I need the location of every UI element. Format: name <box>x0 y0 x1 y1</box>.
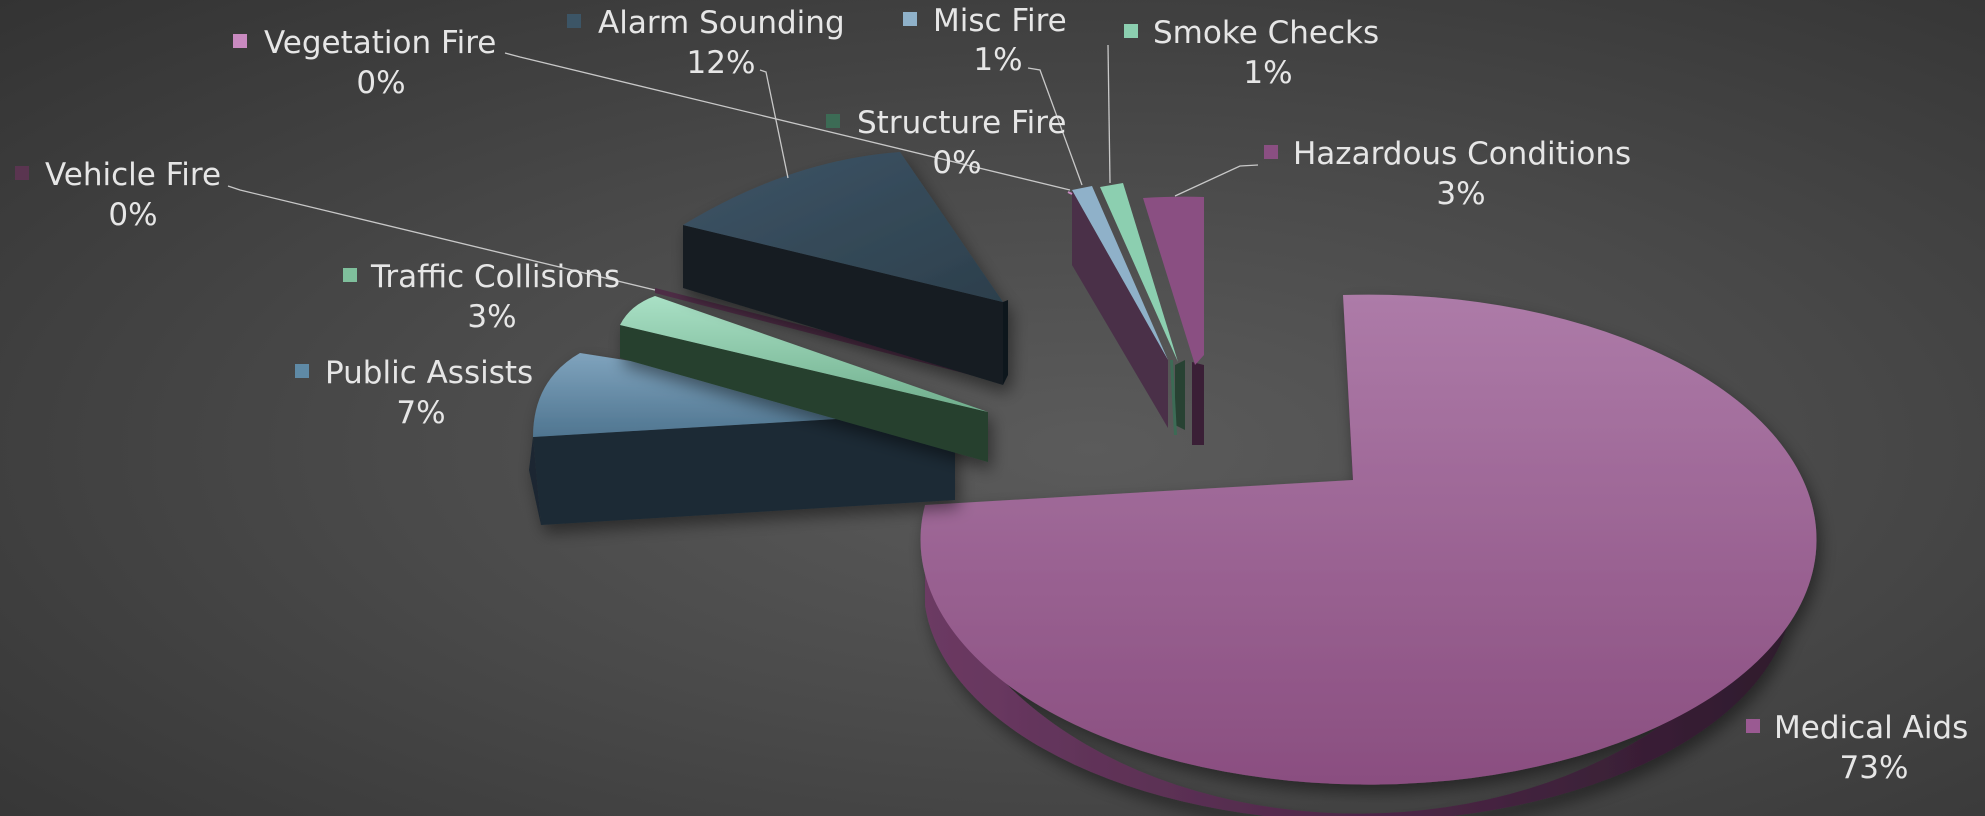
leader-lines <box>227 44 1259 291</box>
label-name-alarm-sounding: Alarm Sounding <box>598 5 845 41</box>
pie-slice-hazardous-conditions-top <box>1143 196 1204 365</box>
label-key-hazardous-conditions <box>1264 145 1278 159</box>
pie-slice-smoke-checks-side <box>1175 360 1185 430</box>
pie-slice-alarm-sounding-end <box>1003 300 1008 385</box>
label-key-medical-aids <box>1746 719 1760 733</box>
label-name-hazardous-conditions: Hazardous Conditions <box>1293 136 1631 172</box>
leader-line-vegetation-fire <box>504 52 1071 191</box>
label-pct-alarm-sounding: 12% <box>687 45 756 81</box>
label-key-vehicle-fire <box>15 166 29 180</box>
label-pct-structure-fire: 0% <box>932 145 981 181</box>
label-key-vegetation-fire <box>233 34 247 48</box>
pie-slice-vehicle-fire <box>655 288 990 380</box>
label-pct-public-assists: 7% <box>396 395 445 431</box>
pie-slice-medical-aids-inner-wall <box>1343 295 1353 485</box>
pie-slices <box>529 152 1817 816</box>
pie-slice-alarm-sounding-top <box>683 152 1003 302</box>
pie-slice-hazardous-conditions-side <box>1192 362 1204 445</box>
pie-slice-misc-fire <box>1072 186 1168 428</box>
label-key-public-assists <box>295 364 309 378</box>
leader-line-vehicle-fire <box>227 185 656 291</box>
label-name-traffic-collisions: Traffic Collisions <box>370 259 620 295</box>
label-key-misc-fire <box>903 12 917 26</box>
data-labels: Vegetation Fire 0% Alarm Sounding 12% Mi… <box>15 3 1968 786</box>
pie-slice-hazardous-conditions <box>1143 196 1204 445</box>
pie-slice-vegetation-fire <box>1067 191 1073 195</box>
label-key-alarm-sounding <box>567 14 581 28</box>
label-key-structure-fire <box>826 114 840 128</box>
label-pct-vehicle-fire: 0% <box>108 197 157 233</box>
label-pct-vegetation-fire: 0% <box>356 65 405 101</box>
label-pct-medical-aids: 73% <box>1840 750 1909 786</box>
pie-slice-medical-aids-top <box>920 294 1817 785</box>
leader-line-smoke-checks <box>1107 44 1111 184</box>
pie-slice-alarm-sounding-side <box>683 225 1003 385</box>
label-key-traffic-collisions <box>343 268 357 282</box>
label-name-smoke-checks: Smoke Checks <box>1153 15 1379 51</box>
label-name-misc-fire: Misc Fire <box>933 3 1067 39</box>
pie-slice-misc-fire-top <box>1072 186 1168 360</box>
label-name-vehicle-fire: Vehicle Fire <box>45 157 221 193</box>
pie-slice-public-assists-front <box>529 437 541 525</box>
label-name-vegetation-fire: Vegetation Fire <box>264 25 496 61</box>
label-key-smoke-checks <box>1124 24 1138 38</box>
pie-slice-traffic-collisions <box>620 296 988 462</box>
pie-slice-traffic-collisions-side <box>620 325 988 462</box>
pie-slice-medical-aids <box>920 294 1817 816</box>
label-name-public-assists: Public Assists <box>325 355 533 391</box>
label-pct-hazardous-conditions: 3% <box>1436 176 1485 212</box>
pie-slice-smoke-checks <box>1100 183 1185 430</box>
leader-line-alarm-sounding <box>759 69 789 179</box>
label-name-structure-fire: Structure Fire <box>857 105 1066 141</box>
pie-slice-traffic-collisions-top <box>620 296 988 412</box>
pie-slice-misc-fire-side <box>1072 190 1168 428</box>
leader-line-misc-fire <box>1027 67 1083 186</box>
pie-slice-structure-fire <box>1170 360 1177 435</box>
leader-line-hazardous-conditions <box>1174 164 1259 197</box>
label-pct-smoke-checks: 1% <box>1243 55 1292 91</box>
label-pct-traffic-collisions: 3% <box>467 299 516 335</box>
pie-slice-alarm-sounding <box>683 152 1008 385</box>
pie-slice-smoke-checks-top <box>1100 183 1178 362</box>
label-name-medical-aids: Medical Aids <box>1774 710 1968 746</box>
pie-slice-public-assists-side <box>533 412 955 525</box>
label-pct-misc-fire: 1% <box>973 42 1022 78</box>
